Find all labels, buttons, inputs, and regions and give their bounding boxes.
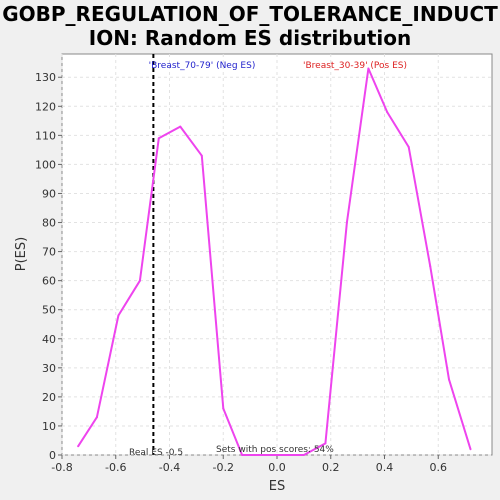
- axis-ticks: -0.8 -0.6 -0.4 -0.2 0.0 0.2 0.4 0.6 0 10 20 30 40 50 6…: [35, 71, 447, 474]
- pos-es-label: 'Breast_30-39' (Pos ES): [303, 61, 407, 71]
- data-point: [77, 445, 80, 448]
- data-point: [138, 279, 141, 282]
- data-point: [222, 407, 225, 410]
- y-tick-label: 0: [49, 449, 56, 462]
- neg-es-label: 'Breast_70-79' (Neg ES): [149, 61, 256, 71]
- x-tick-label: 0.2: [322, 461, 340, 474]
- data-point: [407, 145, 410, 148]
- y-tick-label: 130: [35, 71, 56, 84]
- y-tick-label: 10: [42, 420, 56, 433]
- y-tick-label: 120: [35, 100, 56, 113]
- data-point: [200, 154, 203, 157]
- data-point: [324, 442, 327, 445]
- y-tick-label: 50: [42, 304, 56, 317]
- grid-lines: [61, 54, 492, 456]
- data-point: [284, 454, 287, 456]
- data-point: [157, 137, 160, 140]
- data-point: [429, 265, 432, 268]
- x-tick-label: -0.4: [159, 461, 180, 474]
- y-tick-label: 90: [42, 187, 56, 200]
- data-point: [302, 454, 305, 456]
- y-tick-label: 60: [42, 275, 56, 288]
- data-point: [241, 454, 244, 456]
- data-point: [117, 314, 120, 317]
- y-axis-label: P(ES): [14, 237, 29, 271]
- x-tick-label: 0.0: [268, 461, 286, 474]
- y-tick-label: 80: [42, 217, 56, 230]
- data-point: [95, 416, 98, 419]
- data-point: [367, 67, 370, 70]
- data-point: [345, 221, 348, 224]
- series-layer: [77, 67, 472, 456]
- x-tick-label: 0.4: [376, 461, 394, 474]
- real-es-label: Real ES -0.5: [129, 448, 183, 458]
- data-point: [179, 125, 182, 128]
- y-tick-label: 100: [35, 158, 56, 171]
- pos-scores-label: Sets with pos scores: 54%: [216, 445, 334, 455]
- chart-title-line-2: ION: Random ES distribution: [89, 26, 411, 50]
- y-tick-label: 40: [42, 333, 56, 346]
- x-tick-label: -0.8: [51, 461, 72, 474]
- x-tick-label: -0.2: [213, 461, 234, 474]
- data-point: [448, 378, 450, 381]
- y-tick-label: 110: [35, 129, 56, 142]
- y-tick-label: 30: [42, 362, 56, 375]
- x-axis-label: ES: [269, 479, 285, 494]
- data-point: [262, 454, 265, 456]
- y-tick-label: 70: [42, 246, 56, 259]
- data-point: [386, 111, 389, 114]
- es-distribution-line: [77, 67, 472, 456]
- y-tick-label: 20: [42, 391, 56, 404]
- x-tick-label: -0.6: [105, 461, 126, 474]
- chart-title-line-1: GOBP_REGULATION_OF_TOLERANCE_INDUCT: [2, 2, 498, 26]
- data-point: [469, 448, 472, 451]
- x-tick-label: 0.6: [430, 461, 448, 474]
